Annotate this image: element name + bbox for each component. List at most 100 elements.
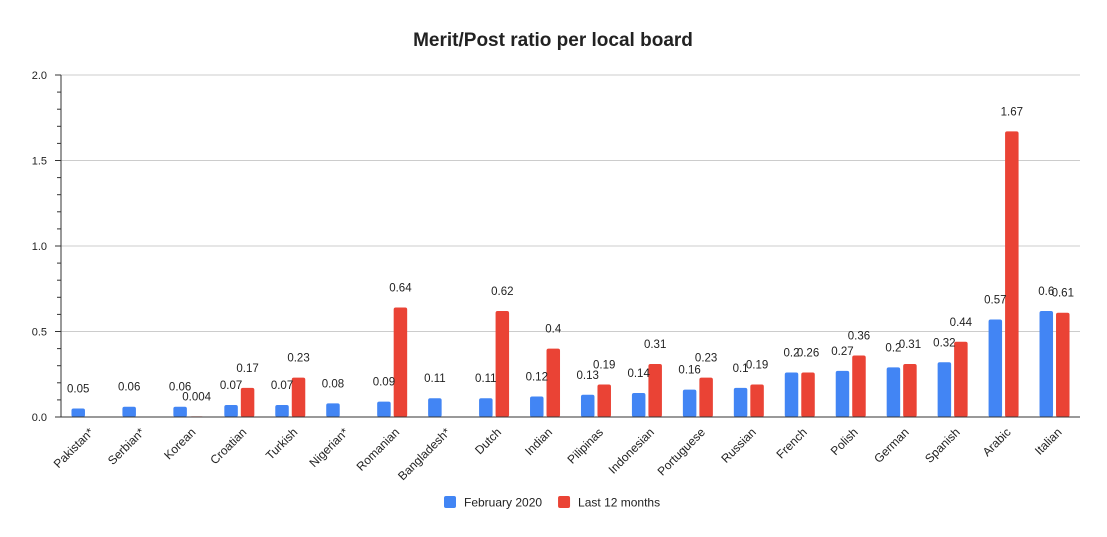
x-axis: Pakistan* Serbian* Korean Croatian Turkish Ni… xyxy=(51,416,1080,483)
bar xyxy=(733,387,748,417)
data-label: 0.09 xyxy=(373,377,395,389)
x-tick-label: Indonesian xyxy=(606,425,657,476)
data-label: 0.13 xyxy=(577,370,599,382)
x-tick-label: Turkish xyxy=(263,425,300,462)
x-tick-label: Bangladesh* xyxy=(395,425,453,483)
y-tick-label: 0.0 xyxy=(32,412,47,424)
bar xyxy=(275,405,289,417)
data-label: 0.07 xyxy=(220,380,242,392)
x-tick-label: Portuguese xyxy=(655,425,709,479)
data-label: 0.12 xyxy=(526,371,548,383)
bar xyxy=(699,377,713,417)
bar xyxy=(784,372,799,417)
grid-lines xyxy=(61,74,1080,332)
bar xyxy=(224,405,238,417)
bar xyxy=(597,384,611,417)
data-label: 0.23 xyxy=(695,353,717,365)
bar xyxy=(546,348,561,417)
x-tick-label: Arabic xyxy=(980,425,1014,459)
bar xyxy=(173,406,187,417)
data-label: 0.11 xyxy=(475,373,497,385)
bar xyxy=(682,389,697,417)
legend-label: Last 12 months xyxy=(578,496,660,510)
y-tick-label: 1.0 xyxy=(32,241,47,253)
data-label: 0.31 xyxy=(644,339,666,351)
x-tick-label: Croatian xyxy=(207,425,249,467)
x-tick-label: Pilipinas xyxy=(565,425,607,467)
bar xyxy=(631,393,646,417)
data-label: 0.2 xyxy=(885,342,901,354)
y-tick-label: 2.0 xyxy=(32,70,47,82)
bar xyxy=(1039,310,1054,417)
chart-title: Merit/Post ratio per local board xyxy=(413,30,693,51)
bar xyxy=(1056,312,1070,417)
bar xyxy=(71,408,85,417)
data-label: 0.19 xyxy=(593,360,615,372)
data-label: 1.67 xyxy=(1001,106,1023,118)
bar xyxy=(240,387,255,417)
data-label: 0.36 xyxy=(848,330,870,342)
x-tick-label: Nigerian* xyxy=(306,425,351,470)
bar xyxy=(377,401,391,417)
x-tick-label: Polish xyxy=(828,425,861,458)
y-tick-label: 0.5 xyxy=(32,327,47,339)
bar xyxy=(479,398,493,417)
legend-label: February 2020 xyxy=(464,496,542,510)
x-tick-label: Russian xyxy=(718,425,759,466)
y-tick-label: 1.5 xyxy=(32,156,47,168)
legend: February 2020 Last 12 months xyxy=(444,496,660,510)
bar xyxy=(886,367,901,417)
x-tick-label: German xyxy=(871,425,912,466)
bar xyxy=(954,341,968,417)
bar xyxy=(750,384,764,417)
bar xyxy=(903,363,917,417)
x-tick-label: Romanian xyxy=(354,425,403,474)
data-label: 0.6 xyxy=(1038,286,1054,298)
data-label: 0.05 xyxy=(67,383,89,395)
data-label: 0.64 xyxy=(389,283,412,295)
legend-swatch xyxy=(558,496,571,508)
x-tick-label: Pakistan* xyxy=(51,425,97,471)
bar xyxy=(393,307,408,417)
data-label: 0.23 xyxy=(287,353,309,365)
bar xyxy=(530,396,544,417)
x-tick-label: Indian xyxy=(522,425,555,458)
data-label: 0.06 xyxy=(118,382,140,394)
x-tick-label: Italian xyxy=(1032,425,1065,458)
data-label: 0.1 xyxy=(733,363,749,375)
data-label: 0.62 xyxy=(491,286,513,298)
data-label: 0.57 xyxy=(984,295,1006,307)
x-tick-label: Serbian* xyxy=(105,425,148,468)
data-label: 0.14 xyxy=(627,368,650,380)
data-label: 0.004 xyxy=(182,391,211,403)
bar xyxy=(326,403,340,417)
data-label: 0.31 xyxy=(899,339,921,351)
bar xyxy=(122,406,136,417)
data-label: 0.61 xyxy=(1052,288,1074,300)
x-tick-label: Spanish xyxy=(922,425,963,466)
data-label: 0.26 xyxy=(797,348,819,360)
data-label: 0.27 xyxy=(831,346,853,358)
x-tick-label: Dutch xyxy=(472,425,504,457)
bars xyxy=(71,131,1070,417)
bar xyxy=(580,394,595,417)
bar xyxy=(852,355,866,417)
bar xyxy=(835,370,850,417)
bar xyxy=(291,377,306,417)
bar xyxy=(937,362,952,417)
data-label: 0.07 xyxy=(271,380,293,392)
data-label: 0.16 xyxy=(678,365,700,377)
data-label: 0.32 xyxy=(933,337,955,349)
bar xyxy=(801,372,815,417)
bar xyxy=(988,319,1003,417)
bar xyxy=(1005,131,1019,417)
data-label: 0.11 xyxy=(424,373,446,385)
data-label: 0.08 xyxy=(322,378,344,390)
y-axis: 0.0 0.5 1.0 1.5 2.0 xyxy=(32,70,62,424)
legend-swatch xyxy=(444,496,456,508)
data-label: 0.19 xyxy=(746,360,768,372)
data-label: 0.06 xyxy=(169,382,191,394)
data-label: 0.2 xyxy=(784,348,800,360)
